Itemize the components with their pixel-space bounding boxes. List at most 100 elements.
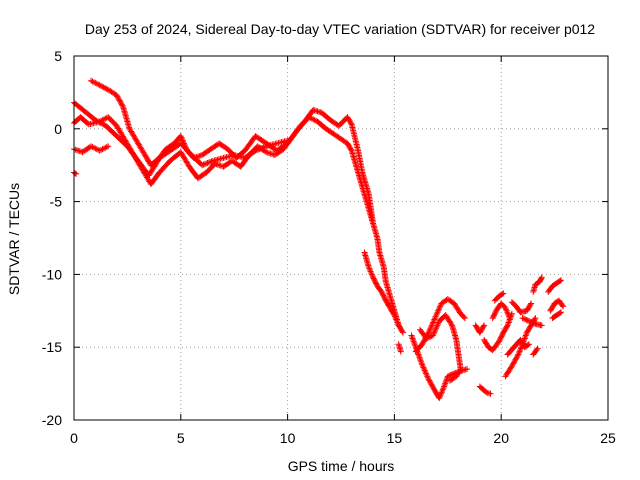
data-point [182, 144, 189, 151]
data-point [99, 146, 106, 153]
data-point [421, 367, 428, 374]
data-point [204, 160, 211, 167]
x-tick-label: 0 [70, 430, 78, 446]
data-point [72, 170, 79, 177]
data-point [504, 322, 511, 329]
data-point [444, 373, 451, 380]
data-point [509, 361, 516, 368]
data-point [100, 84, 107, 91]
data-point [431, 328, 438, 335]
data-point [307, 114, 314, 121]
data-point [528, 319, 535, 326]
data-point [366, 265, 373, 272]
data-point [505, 320, 512, 327]
data-point [487, 390, 494, 397]
data-point [538, 275, 545, 282]
data-point [433, 312, 440, 319]
data-point [116, 97, 123, 104]
data-point [103, 85, 110, 92]
data-point [511, 359, 518, 366]
plot-frame [73, 55, 609, 421]
data-points [71, 77, 567, 402]
data-point [430, 385, 437, 392]
data-point [556, 277, 563, 284]
data-point [365, 264, 372, 271]
data-point [419, 339, 426, 346]
data-point [98, 146, 105, 153]
data-point [480, 323, 487, 330]
data-point [205, 159, 212, 166]
data-point [311, 117, 318, 124]
data-point [436, 395, 443, 402]
data-point [104, 86, 111, 93]
data-point [442, 379, 449, 386]
data-point [426, 334, 433, 341]
data-point [430, 319, 437, 326]
data-point [560, 303, 567, 310]
data-point [503, 307, 510, 314]
data-point [115, 96, 122, 103]
y-tick-label: -5 [50, 194, 63, 210]
data-point [422, 368, 429, 375]
data-point [397, 348, 404, 355]
data-point [522, 316, 529, 323]
data-point [436, 304, 443, 311]
data-point [408, 332, 415, 339]
data-point [448, 321, 455, 328]
data-point [447, 372, 454, 379]
data-point [524, 342, 531, 349]
data-point [177, 133, 184, 140]
data-point [515, 351, 522, 358]
data-point [428, 381, 435, 388]
data-point [424, 334, 431, 341]
data-point [392, 315, 399, 322]
data-point [434, 322, 441, 329]
data-point [99, 83, 106, 90]
data-point [427, 378, 433, 385]
data-point [90, 79, 97, 86]
y-axis-label: SDTVAR / TECUs [6, 183, 22, 295]
data-point [525, 317, 532, 324]
data-point [179, 137, 186, 144]
x-tick-label: 15 [387, 430, 403, 446]
data-point [415, 352, 422, 359]
data-point [199, 162, 206, 169]
data-point [508, 363, 515, 370]
data-point [88, 143, 95, 150]
data-point [421, 366, 428, 373]
data-point [523, 316, 530, 323]
data-point [88, 77, 95, 84]
data-point [89, 78, 96, 85]
data-point [431, 315, 438, 322]
data-point [431, 329, 438, 336]
data-point [420, 338, 427, 345]
data-point [412, 342, 419, 349]
data-point [390, 310, 397, 317]
data-point [417, 357, 424, 364]
data-point [99, 117, 106, 124]
data-point [201, 161, 208, 168]
data-point [443, 376, 450, 383]
data-point [521, 335, 528, 342]
data-point [524, 317, 531, 324]
data-point [439, 387, 446, 394]
x-tick-label: 5 [177, 430, 185, 446]
data-point [369, 272, 376, 279]
data-point [347, 120, 354, 127]
data-point [113, 92, 120, 99]
data-point [181, 140, 188, 147]
data-point [506, 315, 513, 322]
data-point [395, 322, 402, 329]
data-point [441, 382, 448, 389]
data-point [441, 383, 448, 390]
data-point [446, 377, 453, 384]
data-point [419, 341, 426, 348]
x-axis-label: GPS time / hours [288, 458, 395, 474]
data-point [437, 392, 444, 399]
data-point [432, 313, 439, 320]
data-point [527, 301, 534, 308]
data-point [481, 322, 488, 329]
data-point [556, 309, 563, 316]
data-point [434, 320, 441, 327]
data-point [448, 371, 455, 378]
